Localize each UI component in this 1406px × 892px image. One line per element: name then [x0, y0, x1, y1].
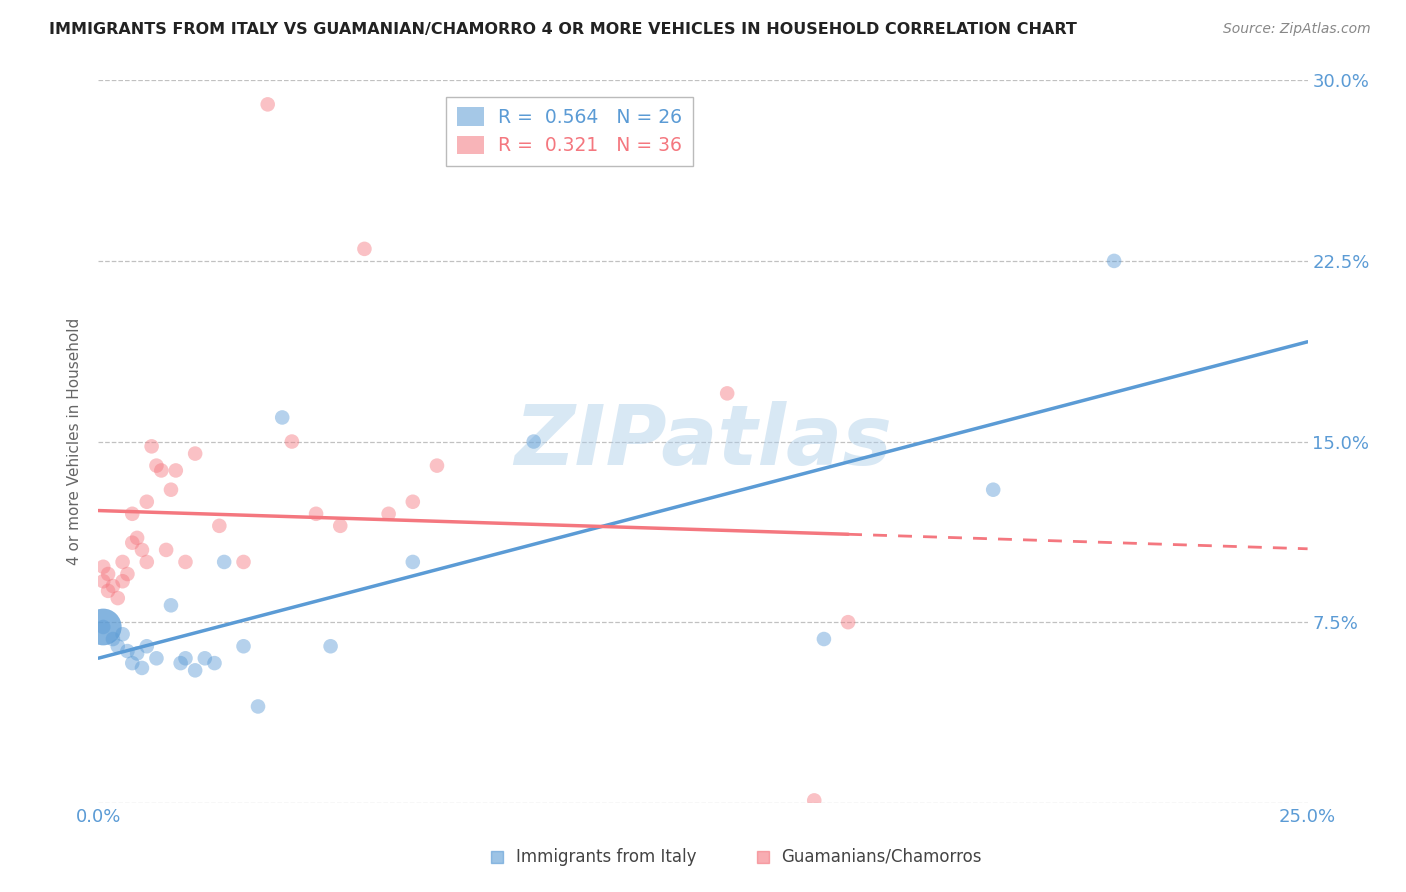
Point — [111, 627, 134, 641]
Point — [174, 651, 197, 665]
Point — [426, 458, 449, 473]
Point — [117, 644, 139, 658]
Point — [91, 620, 114, 634]
Point — [204, 656, 226, 670]
Point — [127, 531, 149, 545]
Point — [523, 434, 546, 449]
Point — [160, 599, 183, 613]
Point — [117, 567, 139, 582]
Point — [184, 664, 207, 678]
Point — [101, 579, 124, 593]
Point — [97, 583, 120, 598]
Point — [91, 574, 114, 589]
Point — [402, 494, 425, 508]
Point — [131, 542, 153, 557]
Point — [121, 507, 143, 521]
Text: IMMIGRANTS FROM ITALY VS GUAMANIAN/CHAMORRO 4 OR MORE VEHICLES IN HOUSEHOLD CORR: IMMIGRANTS FROM ITALY VS GUAMANIAN/CHAMO… — [49, 22, 1077, 37]
Point — [803, 793, 825, 807]
Point — [247, 699, 270, 714]
Point — [127, 647, 149, 661]
Point — [208, 518, 231, 533]
Point — [121, 656, 143, 670]
Point — [155, 542, 177, 557]
Legend: R =  0.564   N = 26, R =  0.321   N = 36: R = 0.564 N = 26, R = 0.321 N = 36 — [446, 96, 693, 166]
Text: Source: ZipAtlas.com: Source: ZipAtlas.com — [1223, 22, 1371, 37]
Point — [107, 591, 129, 605]
Point — [160, 483, 183, 497]
Point — [91, 559, 114, 574]
Point — [329, 518, 352, 533]
Text: Immigrants from Italy: Immigrants from Italy — [516, 848, 696, 866]
Point — [169, 656, 191, 670]
Point — [837, 615, 859, 630]
Point — [121, 535, 143, 549]
Point — [194, 651, 217, 665]
Point — [145, 458, 167, 473]
Point — [101, 632, 124, 646]
Point — [135, 494, 157, 508]
Point — [145, 651, 167, 665]
Point — [111, 574, 134, 589]
Point — [150, 463, 173, 477]
Point — [305, 507, 328, 521]
Point — [256, 97, 278, 112]
Point — [813, 632, 835, 646]
Point — [402, 555, 425, 569]
Point — [232, 639, 254, 653]
Point — [135, 639, 157, 653]
Point — [111, 555, 134, 569]
Point — [353, 242, 375, 256]
Point — [135, 555, 157, 569]
Point — [141, 439, 163, 453]
Point — [107, 639, 129, 653]
Point — [319, 639, 342, 653]
Point — [232, 555, 254, 569]
Text: ZIPatlas: ZIPatlas — [515, 401, 891, 482]
Point — [97, 567, 120, 582]
Point — [1102, 253, 1125, 268]
Point — [91, 620, 114, 634]
Point — [716, 386, 738, 401]
Point — [131, 661, 153, 675]
Point — [165, 463, 187, 477]
Point — [377, 507, 399, 521]
Text: Guamanians/Chamorros: Guamanians/Chamorros — [782, 848, 983, 866]
Point — [271, 410, 294, 425]
Point — [174, 555, 197, 569]
Y-axis label: 4 or more Vehicles in Household: 4 or more Vehicles in Household — [67, 318, 83, 566]
Point — [212, 555, 235, 569]
Point — [981, 483, 1004, 497]
Point — [184, 446, 207, 460]
Point — [281, 434, 304, 449]
